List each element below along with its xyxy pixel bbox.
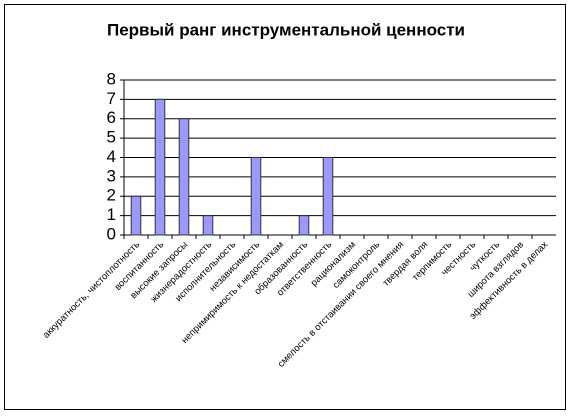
bar <box>154 98 166 236</box>
y-tick-label: 3 <box>107 166 116 185</box>
y-tick-label: 4 <box>107 147 116 166</box>
y-tick-label: 1 <box>107 205 116 224</box>
bar <box>250 157 262 236</box>
y-tick-label: 0 <box>107 224 116 243</box>
bar <box>322 157 334 236</box>
y-tick-label: 6 <box>107 108 116 127</box>
bar <box>298 215 310 236</box>
bar <box>130 195 142 236</box>
chart-title: Первый ранг инструментальной ценности <box>107 20 465 39</box>
bar <box>202 215 214 236</box>
y-tick-label: 2 <box>107 186 116 205</box>
y-tick-label: 5 <box>107 128 116 147</box>
chart-frame <box>4 4 566 410</box>
y-tick-label: 7 <box>107 89 116 108</box>
bar <box>178 118 190 236</box>
y-tick-label: 8 <box>107 69 116 88</box>
